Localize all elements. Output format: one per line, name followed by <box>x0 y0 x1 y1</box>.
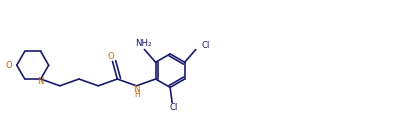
Text: Cl: Cl <box>170 103 178 112</box>
Text: NH₂: NH₂ <box>135 39 152 48</box>
Text: N: N <box>134 85 140 94</box>
Text: Cl: Cl <box>201 41 210 50</box>
Text: O: O <box>107 52 114 61</box>
Text: O: O <box>5 61 12 70</box>
Text: N: N <box>38 77 44 86</box>
Text: H: H <box>134 90 140 100</box>
